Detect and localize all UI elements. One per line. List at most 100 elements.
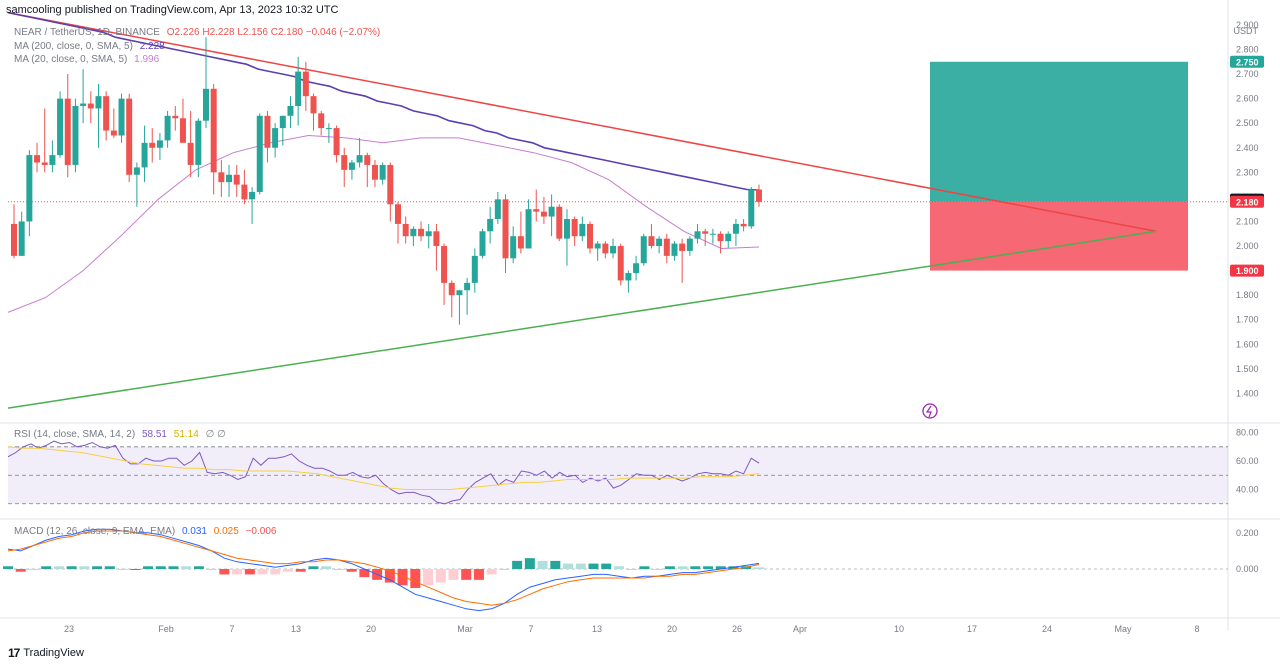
macd-histogram-bar xyxy=(244,569,255,575)
price-tick: 2.000 xyxy=(1236,241,1259,251)
macd-histogram-bar xyxy=(575,563,586,569)
macd-histogram-bar xyxy=(677,566,688,569)
macd-histogram-bar xyxy=(499,569,510,570)
candle-body xyxy=(87,103,94,109)
candle-body xyxy=(702,231,709,234)
candle-body xyxy=(41,162,48,165)
price-tick: 1.700 xyxy=(1236,315,1259,325)
candle-body xyxy=(587,223,593,249)
rsi-legend[interactable]: RSI (14, close, SMA, 14, 2) 58.51 51.14 … xyxy=(14,429,230,440)
macd-value: 0.031 xyxy=(181,526,207,537)
ma20-legend[interactable]: MA (20, close, 0, SMA, 5) 1.996 xyxy=(14,54,163,65)
candle-body xyxy=(725,233,732,242)
time-tick: 7 xyxy=(528,624,533,634)
time-tick: 23 xyxy=(64,624,74,634)
candle-body xyxy=(510,236,517,259)
macd-histogram-bar xyxy=(664,566,675,569)
macd-histogram-bar xyxy=(308,566,319,569)
candle-body xyxy=(395,204,401,224)
candle-body xyxy=(172,115,179,119)
price-tick: 2.300 xyxy=(1236,167,1259,177)
candle-body xyxy=(64,98,71,165)
macd-histogram-bar xyxy=(283,569,294,572)
candle-body xyxy=(563,219,570,239)
hist-value: −0.006 xyxy=(245,526,277,537)
price-tick: 2.100 xyxy=(1236,216,1259,226)
candle-body xyxy=(371,164,378,180)
currency-label: USDT xyxy=(1233,26,1259,36)
macd-histogram-bar xyxy=(53,566,64,569)
symbol-legend: NEAR / TetherUS, 1D, BINANCE O2.226 H2.2… xyxy=(14,27,384,38)
time-tick: 10 xyxy=(894,624,904,634)
candle-body xyxy=(133,167,140,175)
macd-histogram-bar xyxy=(28,569,39,570)
candle-body xyxy=(648,236,655,247)
macd-tick: 0.000 xyxy=(1236,564,1259,574)
time-tick: Feb xyxy=(158,624,174,634)
macd-histogram-bar xyxy=(639,566,650,569)
ma200-legend[interactable]: MA (200, close, 0, SMA, 5) 2.228 xyxy=(14,41,169,52)
macd-histogram-bar xyxy=(473,569,484,580)
candle-body xyxy=(610,246,617,254)
time-tick: 7 xyxy=(229,624,234,634)
ma200-label: MA (200, close, 0, SMA, 5) xyxy=(14,41,133,52)
candle-body xyxy=(425,231,432,237)
candle-body xyxy=(617,246,624,281)
candle-body xyxy=(540,211,547,217)
candle-body xyxy=(272,128,279,148)
rsi-tick: 60.00 xyxy=(1236,456,1259,466)
macd-tick: 0.200 xyxy=(1236,528,1259,538)
candle-body xyxy=(418,228,425,237)
target-zone xyxy=(930,61,1188,202)
macd-histogram-bar xyxy=(130,569,141,570)
candle-body xyxy=(11,223,17,256)
candle-body xyxy=(410,228,417,237)
macd-histogram-bar xyxy=(461,569,472,580)
macd-histogram-bar xyxy=(3,566,13,569)
ma20-line xyxy=(7,134,760,313)
candle-body xyxy=(517,236,524,249)
candle-body xyxy=(402,223,409,237)
candle-body xyxy=(164,115,171,141)
rsi-ma-value: 51.14 xyxy=(173,429,199,440)
candle-body xyxy=(141,142,148,168)
candle-body xyxy=(471,255,478,283)
candle-body xyxy=(663,238,670,256)
macd-histogram-bar xyxy=(715,566,726,569)
candle-body xyxy=(287,105,294,116)
candle-body xyxy=(364,155,371,165)
candle-body xyxy=(594,243,601,249)
time-tick: Apr xyxy=(793,624,807,634)
resistance-trendline xyxy=(7,11,1157,233)
footer-brand[interactable]: 17 TradingView xyxy=(8,646,84,660)
macd-histogram-bar xyxy=(384,569,395,583)
candle-body xyxy=(671,243,678,256)
price-tick: 2.600 xyxy=(1236,94,1259,104)
support-trendline xyxy=(7,230,1157,409)
candle-body xyxy=(241,184,248,200)
macd-histogram-bar xyxy=(168,566,179,569)
candle-body xyxy=(356,155,363,163)
alert-bolt-icon xyxy=(925,405,932,418)
macd-histogram-bar xyxy=(79,566,90,569)
macd-histogram-bar xyxy=(397,569,408,586)
candle-body xyxy=(26,155,33,222)
time-tick: 13 xyxy=(592,624,602,634)
candle-body xyxy=(302,71,309,97)
symbol-name[interactable]: NEAR / TetherUS, 1D, BINANCE xyxy=(14,27,160,38)
macd-histogram-bar xyxy=(537,560,548,569)
candle-body xyxy=(717,233,724,242)
macd-histogram-bar xyxy=(41,566,52,569)
macd-histogram-bar xyxy=(66,566,77,569)
brand-name: TradingView xyxy=(23,647,84,659)
candle-body xyxy=(187,142,194,165)
rsi-label: RSI (14, close, SMA, 14, 2) xyxy=(14,429,136,440)
candle-body xyxy=(502,199,509,259)
macd-histogram-bar xyxy=(423,569,434,586)
candle-body xyxy=(348,162,355,170)
macd-legend[interactable]: MACD (12, 26, close, 9, EMA, EMA) 0.031 … xyxy=(14,526,280,537)
candle-body xyxy=(732,223,739,234)
macd-histogram-bar xyxy=(143,566,154,569)
macd-histogram-bar xyxy=(588,563,599,569)
